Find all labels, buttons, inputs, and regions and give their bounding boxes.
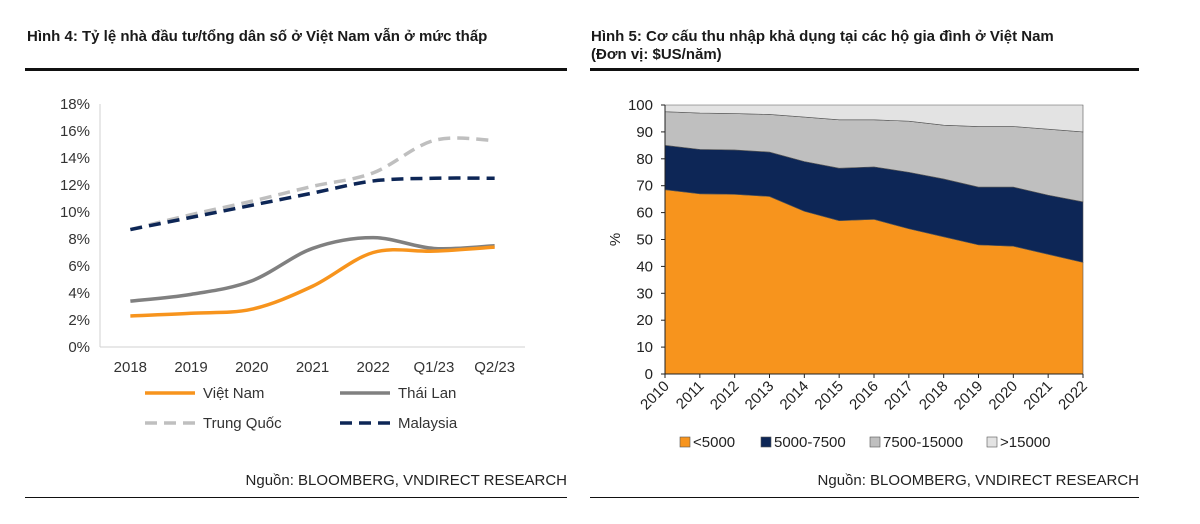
- left-x-tick-label: Q1/23: [413, 359, 454, 376]
- right-x-tick-label: 2017: [881, 378, 917, 414]
- right-bottom-rule: [590, 497, 1139, 498]
- right-y-tick-label: 30: [636, 285, 653, 302]
- right-y-tick-label: 40: [636, 258, 653, 275]
- right-panel: Hình 5: Cơ cấu thu nhập khả dụng tại các…: [580, 0, 1200, 524]
- left-x-tick-label: 2020: [235, 359, 268, 376]
- left-bottom-rule: [25, 497, 567, 498]
- series-line-vi-t-nam: [130, 245, 495, 318]
- left-y-tick-label: 10%: [60, 204, 90, 221]
- legend-label: Thái Lan: [398, 385, 456, 402]
- right-title-rule: [590, 68, 1139, 71]
- left-y-tick-label: 16%: [60, 123, 90, 140]
- legend-label: 5000-7500: [774, 434, 846, 451]
- right-x-tick-label: 2015: [811, 378, 847, 414]
- left-x-tick-label: 2022: [357, 359, 390, 376]
- right-x-tick-label: 2011: [673, 378, 708, 413]
- legend-label: Malaysia: [398, 415, 458, 432]
- left-y-tick-label: 2%: [68, 312, 90, 329]
- right-y-tick-label: 10: [636, 339, 653, 356]
- left-x-tick-label: 2021: [296, 359, 329, 376]
- right-source: Nguồn: BLOOMBERG, VNDIRECT RESEARCH: [817, 472, 1139, 489]
- left-x-tick-label: 2018: [114, 359, 147, 376]
- right-chart-title-line2: (Đơn vị: $US/năm): [591, 46, 722, 63]
- left-y-tick-label: 18%: [60, 96, 90, 113]
- left-y-tick-label: 0%: [68, 339, 90, 356]
- legend-swatch: [869, 436, 881, 448]
- legend-swatch: [760, 436, 772, 448]
- right-x-tick-label: 2021: [1020, 378, 1056, 414]
- right-x-tick-label: 2018: [916, 378, 952, 414]
- right-x-tick-label: 2016: [846, 378, 882, 414]
- left-line-chart: 0% 2% 4% 6% 8% 10% 12% 14% 16% 18% 2018 2019 2020 202…: [60, 96, 525, 432]
- left-y-tick-label: 6%: [68, 258, 90, 275]
- legend-label: Trung Quốc: [203, 415, 282, 432]
- right-y-tick-label: 100: [628, 97, 653, 114]
- right-y-tick-label: 0: [645, 366, 653, 383]
- left-y-tick-label: 8%: [68, 231, 90, 248]
- right-y-tick-label: 60: [636, 205, 653, 222]
- right-y-tick-label: 70: [636, 178, 653, 195]
- legend-label: 7500-15000: [883, 434, 963, 451]
- right-y-tick-label: 50: [636, 232, 653, 249]
- right-y-tick-label: 20: [636, 312, 653, 329]
- right-x-tick-label: 2022: [1055, 378, 1091, 414]
- left-y-tick-label: 14%: [60, 150, 90, 167]
- legend-label: >15000: [1000, 434, 1050, 451]
- series-line-th-i-lan: [130, 235, 495, 303]
- right-y-axis-label: %: [607, 233, 624, 246]
- right-x-tick-label: 2010: [637, 378, 673, 414]
- legend-label: <5000: [693, 434, 735, 451]
- series-line-malaysia: [130, 176, 495, 232]
- right-x-tick-label: 2012: [707, 378, 743, 414]
- left-x-tick-label: Q2/23: [474, 359, 515, 376]
- area-gt-15000: [664, 104, 1084, 133]
- series-line-trung-qu-c: [129, 136, 495, 232]
- left-panel: Hình 4: Tỷ lệ nhà đầu tư/tổng dân số ở V…: [0, 0, 580, 524]
- left-y-tick-label: 12%: [60, 177, 90, 194]
- legend-swatch: [986, 436, 998, 448]
- left-chart-title: Hình 4: Tỷ lệ nhà đầu tư/tổng dân số ở V…: [27, 28, 488, 45]
- left-source: Nguồn: BLOOMBERG, VNDIRECT RESEARCH: [245, 472, 567, 489]
- right-y-tick-label: 80: [636, 151, 653, 168]
- right-y-tick-label: 90: [636, 124, 653, 141]
- right-chart-title-line1: Hình 5: Cơ cấu thu nhập khả dụng tại các…: [591, 28, 1054, 45]
- legend-swatch: [679, 436, 691, 448]
- legend-label: Việt Nam: [203, 385, 264, 402]
- right-x-tick-label: 2019: [951, 378, 987, 414]
- left-y-tick-label: 4%: [68, 285, 90, 302]
- left-x-tick-label: 2019: [174, 359, 207, 376]
- right-x-tick-label: 2013: [742, 378, 778, 414]
- right-x-tick-label: 2014: [777, 378, 813, 414]
- left-title-rule: [25, 68, 567, 71]
- right-x-tick-label: 2020: [986, 378, 1022, 414]
